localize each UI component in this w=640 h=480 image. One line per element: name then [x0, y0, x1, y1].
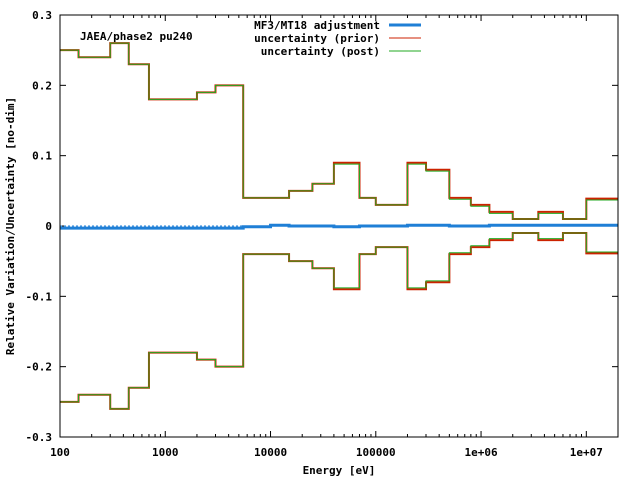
y-tick-label: -0.1 [26, 290, 53, 303]
series-mf3-mt18-adjustment [60, 223, 618, 230]
y-tick-label: 0.2 [32, 79, 52, 92]
x-tick-label: 1e+07 [570, 446, 603, 459]
y-axis-title: Relative Variation/Uncertainty [no-dim] [4, 97, 17, 355]
y-tick-label: 0.1 [32, 150, 52, 163]
legend: MF3/MT18 adjustment uncertainty (prior) … [254, 19, 421, 58]
y-tick-label: 0.3 [32, 9, 52, 22]
series-layer [60, 42, 618, 410]
x-axis-title: Energy [eV] [303, 464, 376, 477]
annotation-label: JAEA/phase2 pu240 [80, 30, 193, 43]
x-tick-label: 1e+06 [464, 446, 497, 459]
y-tick-label: -0.2 [26, 361, 53, 374]
legend-label-adjustment: MF3/MT18 adjustment [254, 19, 380, 32]
y-tick-label: -0.3 [26, 431, 53, 444]
series-uncertainty-post-lower [60, 232, 618, 410]
x-tick-label: 100 [50, 446, 70, 459]
legend-label-prior: uncertainty (prior) [254, 32, 380, 45]
x-tick-label: 10000 [254, 446, 287, 459]
series-uncertainty-post-upper [60, 42, 618, 220]
x-tick-label: 100000 [356, 446, 396, 459]
x-tick-label: 1000 [152, 446, 179, 459]
tick-labels: 0.3 0.2 0.1 0 -0.1 -0.2 -0.3 100 1000 10000 100000… [26, 9, 603, 459]
plot-frame [59, 14, 619, 438]
legend-label-post: uncertainty (post) [261, 45, 380, 58]
y-tick-label: 0 [45, 220, 52, 233]
